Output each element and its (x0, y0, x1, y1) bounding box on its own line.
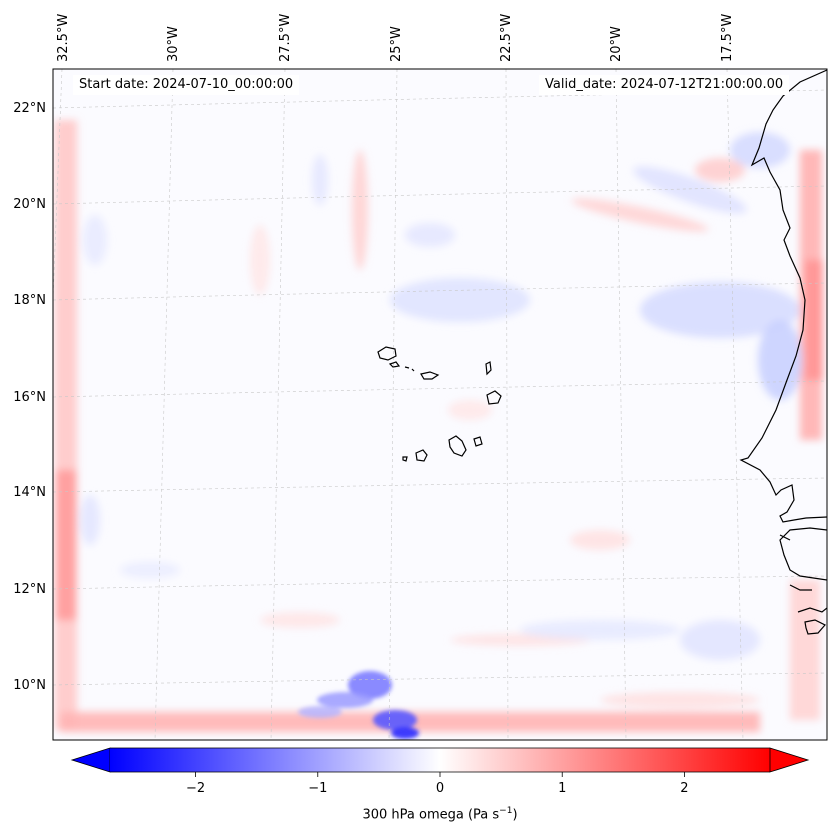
colorbar-ticks: −2 −1 0 1 2 (186, 772, 689, 796)
colorbar-label: 300 hPa omega (Pa s−1) (0, 806, 837, 822)
lat-label: 16°N (13, 390, 46, 405)
start-date-note: Start date: 2024-07-10_00:00:00 (73, 75, 300, 95)
valid-date-note: Valid_date: 2024-07-12T21:00:00.00 (539, 75, 790, 95)
colorbar-tick-label: 2 (680, 781, 688, 796)
colorbar-label-exponent: −1 (499, 806, 513, 816)
lon-label: 32.5°W (56, 14, 71, 62)
lon-label: 20°W (609, 26, 624, 62)
lon-label: 25°W (389, 26, 404, 62)
lon-label: 17.5°W (720, 14, 735, 62)
colorbar-tick-label: 1 (558, 781, 566, 796)
omega-strong-ascent (298, 671, 419, 739)
colorbar-extend-low (70, 747, 111, 773)
longitude-labels: 32.5°W 30°W 27.5°W 25°W 22.5°W 20°W 17.5… (56, 14, 735, 62)
colorbar-label-end: ) (512, 807, 518, 823)
colorbar-label-text: 300 hPa omega (Pa s (362, 807, 500, 823)
lat-label: 12°N (13, 582, 46, 597)
gridlines (53, 69, 827, 740)
colorbar-extend-high (769, 747, 810, 773)
lat-label: 22°N (13, 101, 46, 116)
colorbar-gradient (110, 748, 770, 772)
lon-label: 30°W (166, 26, 181, 62)
lat-label: 18°N (13, 293, 46, 308)
lon-label: 22.5°W (499, 14, 514, 62)
lat-label: 14°N (13, 485, 46, 500)
map-frame (52, 68, 828, 741)
latitude-labels: 22°N 20°N 18°N 16°N 14°N 12°N 10°N (13, 101, 46, 693)
colorbar-tick-label: −2 (186, 781, 205, 796)
lat-label: 20°N (13, 197, 46, 212)
colorbar: −2 −1 0 1 2 (70, 747, 810, 796)
map-panel (53, 69, 827, 740)
africa-coastline (739, 69, 827, 635)
colorbar-tick-label: 0 (436, 781, 444, 796)
lon-label: 27.5°W (278, 14, 293, 62)
omega-field (55, 120, 823, 732)
cape-verde-islands (377, 346, 502, 462)
lat-label: 10°N (13, 678, 46, 693)
colorbar-tick-label: −1 (308, 781, 327, 796)
